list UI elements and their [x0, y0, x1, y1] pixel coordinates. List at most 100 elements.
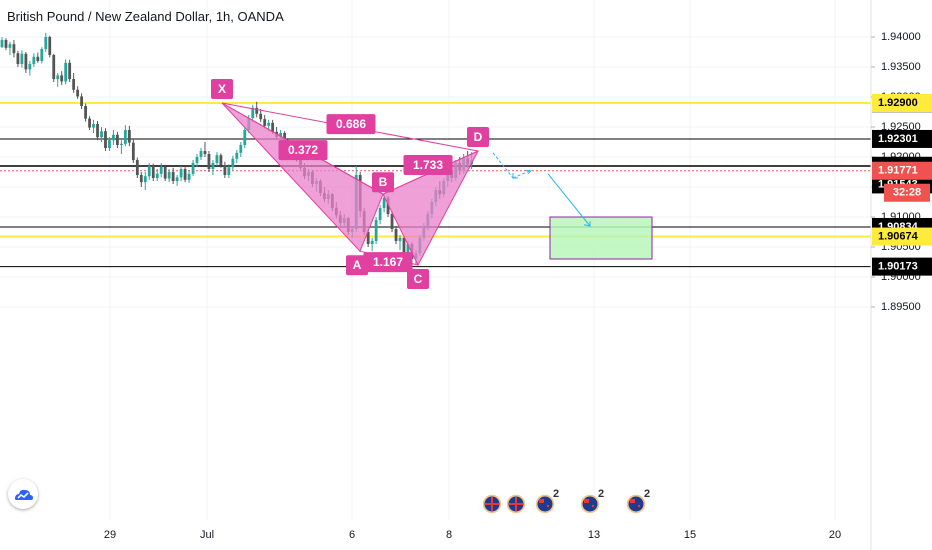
- event-icon[interactable]: [481, 493, 503, 515]
- y-tick-label: 1.89500: [881, 301, 921, 313]
- candle-body: [36, 56, 40, 61]
- event-icon[interactable]: [505, 493, 527, 515]
- point-label-bg: [346, 255, 368, 276]
- point-label-bg: [211, 79, 233, 99]
- candle-body: [227, 167, 231, 175]
- candle-body: [251, 107, 255, 118]
- candle-body: [267, 122, 271, 126]
- candle-body: [223, 165, 227, 175]
- candle-body: [84, 106, 87, 119]
- candle-body: [147, 166, 151, 177]
- price-tag-bg: [872, 227, 932, 246]
- ratio-label-1.733: 1.733: [413, 158, 443, 172]
- ratio-label-0.372: 0.372: [288, 143, 318, 157]
- event-icon[interactable]: 2: [625, 488, 650, 515]
- candle-body: [263, 119, 267, 126]
- target-zone[interactable]: [549, 216, 653, 260]
- event-icon[interactable]: 2: [534, 488, 559, 515]
- candle-body: [215, 155, 219, 163]
- ratio-label-1.167: 1.167: [373, 255, 403, 269]
- flag-field: [628, 496, 644, 512]
- candle-body: [382, 197, 386, 208]
- candle-body: [16, 53, 20, 64]
- candle-body: [139, 175, 143, 183]
- ratio-labels: 0.686 0.372 1.733 1.167: [278, 114, 453, 273]
- point-label-bg: [467, 127, 489, 147]
- candle-body: [171, 172, 175, 181]
- candle-body: [203, 151, 207, 154]
- candle-body: [44, 37, 48, 49]
- candle-body: [68, 62, 72, 79]
- candle-body: [131, 142, 135, 160]
- x-tick-label: 6: [349, 529, 355, 541]
- candle-body: [271, 122, 275, 132]
- ratio-label-bg: [363, 252, 413, 273]
- candle-body: [116, 134, 119, 145]
- candle-body: [24, 53, 28, 70]
- current-price-tag: 1.91771: [878, 165, 918, 177]
- arrow-bounce-head: [524, 169, 533, 175]
- flag-field: [582, 496, 598, 512]
- candle-body: [108, 140, 111, 148]
- candle-body: [127, 130, 131, 143]
- candle-body: [28, 64, 32, 70]
- price-tags: 1.928961.915431.929001.923011.918541.918…: [872, 94, 932, 276]
- event-icon[interactable]: 2: [579, 488, 604, 515]
- x-tick-label: 13: [588, 529, 600, 541]
- chart-title: British Pound / New Zealand Dollar, 1h, …: [7, 9, 284, 24]
- flag-jack: [630, 499, 635, 503]
- flag-jack: [584, 499, 589, 503]
- event-count-badge: 2: [644, 488, 650, 500]
- flag-star: [546, 504, 550, 508]
- candle-body: [20, 53, 24, 64]
- candle-body: [239, 145, 243, 153]
- candle-body: [378, 208, 382, 220]
- candle-body: [187, 173, 191, 180]
- price-tag: 1.92900: [878, 97, 918, 109]
- candle-body: [394, 229, 398, 241]
- candle-body: [179, 169, 183, 178]
- countdown-bg: [884, 183, 930, 202]
- ratio-label-bg: [278, 140, 328, 161]
- candle-body: [8, 44, 12, 48]
- ratio-label-bg: [403, 155, 453, 176]
- candle-body: [40, 49, 44, 61]
- point-label-bg: [372, 172, 394, 193]
- candle-body: [183, 169, 187, 180]
- point-label-bg: [407, 269, 429, 289]
- candle-body: [366, 232, 370, 244]
- current-price-tag-bg: [872, 161, 932, 180]
- candle-body: [92, 124, 95, 128]
- candle-body: [243, 130, 247, 145]
- candle-body: [64, 62, 68, 82]
- tradingview-logo[interactable]: [8, 479, 38, 509]
- arrow-target: [547, 173, 591, 227]
- point-label-b: B: [379, 175, 388, 189]
- candle-body: [211, 163, 215, 169]
- candle-body: [195, 157, 199, 163]
- candle-body: [279, 133, 282, 138]
- candle-body: [12, 44, 16, 54]
- price-tag: 1.92301: [878, 133, 918, 145]
- x-tick-label: Jul: [200, 529, 214, 541]
- x-tick-label: 29: [104, 529, 116, 541]
- candle-body: [386, 197, 390, 214]
- arrow-target-head: [583, 221, 591, 227]
- candle-body: [219, 155, 223, 166]
- target-box[interactable]: [549, 216, 653, 260]
- candle-body: [100, 131, 103, 138]
- y-tick-label: 1.94000: [881, 31, 921, 43]
- event-count-badge: 2: [553, 488, 559, 500]
- candle-body: [112, 134, 115, 141]
- event-icons[interactable]: 2 2 2: [481, 488, 650, 515]
- candle-body: [207, 154, 211, 169]
- candle-body: [76, 89, 80, 97]
- candle-body: [231, 158, 235, 168]
- candle-body: [191, 163, 195, 174]
- y-tick-label: 1.93500: [881, 61, 921, 73]
- candle-body: [88, 118, 91, 128]
- price-tag: 1.90674: [878, 231, 919, 243]
- candle-body: [259, 113, 263, 120]
